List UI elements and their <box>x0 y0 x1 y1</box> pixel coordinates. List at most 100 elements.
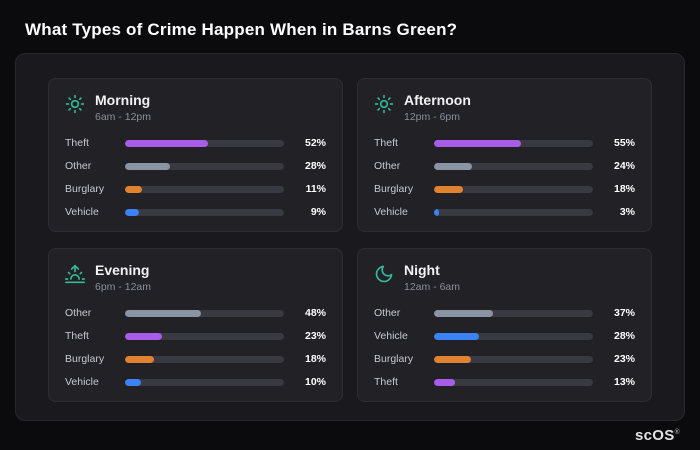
crime-stats: Theft 52% Other 28% Burglary 11% Vehicle <box>65 137 326 218</box>
bar-fill <box>434 332 479 340</box>
crime-stat-row: Vehicle 3% <box>374 206 635 218</box>
bar-fill <box>125 185 143 193</box>
card-morning: Morning 6am - 12pm Theft 52% Other 28% B… <box>48 78 343 232</box>
crime-type-label: Other <box>374 307 401 319</box>
crime-percent: 3% <box>619 206 635 218</box>
bar-fill <box>434 355 471 363</box>
bar-track <box>125 139 284 147</box>
bar-track <box>125 185 284 193</box>
crime-percent: 28% <box>613 330 635 342</box>
crime-percent: 24% <box>613 160 635 172</box>
crime-stat-row: Burglary 18% <box>65 353 326 365</box>
bar-fill <box>125 208 140 216</box>
card-night: Night 12am - 6am Other 37% Vehicle 28% B… <box>357 248 652 402</box>
bar-track <box>434 309 593 317</box>
bar-track <box>125 332 284 340</box>
crime-stat-row: Other 48% <box>65 307 326 319</box>
bar-fill <box>434 378 455 386</box>
crime-stat-row: Other 28% <box>65 160 326 172</box>
bar-track <box>125 309 284 317</box>
crime-type-label: Burglary <box>374 353 414 365</box>
crime-type-label: Theft <box>374 376 398 388</box>
card-header: Night 12am - 6am <box>374 262 635 293</box>
crime-percent: 11% <box>305 183 326 195</box>
crime-stat-row: Other 24% <box>374 160 635 172</box>
crime-percent: 10% <box>304 376 326 388</box>
crime-stat-row: Burglary 18% <box>374 183 635 195</box>
crime-stats: Theft 55% Other 24% Burglary 18% Vehicle <box>374 137 635 218</box>
crime-type-label: Other <box>374 160 401 172</box>
bar-track <box>125 162 284 170</box>
crime-percent: 18% <box>613 183 635 195</box>
bar-fill <box>125 355 154 363</box>
crime-percent: 18% <box>304 353 326 365</box>
card-header: Afternoon 12pm - 6pm <box>374 92 635 123</box>
sun-icon <box>65 94 85 114</box>
crime-type-label: Vehicle <box>374 206 408 218</box>
crime-percent: 37% <box>613 307 635 319</box>
crime-percent: 28% <box>304 160 326 172</box>
bar-track <box>125 378 284 386</box>
card-time-range: 12pm - 6pm <box>404 111 461 123</box>
bar-fill <box>434 208 439 216</box>
dashboard-panel: Morning 6am - 12pm Theft 52% Other 28% B… <box>15 53 685 421</box>
brand-name: scOS <box>634 427 675 444</box>
crime-type-label: Vehicle <box>65 376 99 388</box>
crime-type-label: Theft <box>374 137 398 149</box>
bar-track <box>434 162 593 170</box>
card-heading: Afternoon 12pm - 6pm <box>404 92 471 123</box>
moon-icon <box>374 264 394 284</box>
bar-fill <box>125 139 208 147</box>
crime-stats: Other 37% Vehicle 28% Burglary 23% Theft <box>374 307 635 388</box>
crime-type-label: Theft <box>65 137 89 149</box>
registered-trademark-mark: ® <box>674 429 680 436</box>
bar-track <box>434 139 593 147</box>
bar-track <box>434 332 593 340</box>
card-heading: Night 12am - 6am <box>404 262 460 293</box>
crime-percent: 48% <box>304 307 326 319</box>
bar-fill <box>125 162 170 170</box>
crime-percent: 13% <box>613 376 635 388</box>
crime-stat-row: Theft 52% <box>65 137 326 149</box>
crime-stat-row: Vehicle 28% <box>374 330 635 342</box>
card-heading: Evening 6pm - 12am <box>95 262 151 293</box>
crime-stat-row: Vehicle 10% <box>65 376 326 388</box>
crime-stat-row: Burglary 11% <box>65 183 326 195</box>
bar-track <box>434 208 593 216</box>
bar-fill <box>434 309 493 317</box>
bar-track <box>125 208 284 216</box>
bar-fill <box>125 378 141 386</box>
crime-type-label: Other <box>65 160 92 172</box>
bar-track <box>125 355 284 363</box>
page: What Types of Crime Happen When in Barns… <box>15 20 685 444</box>
bar-fill <box>434 162 473 170</box>
card-time-range: 6am - 12pm <box>95 111 152 123</box>
crime-percent: 52% <box>304 137 326 149</box>
bar-fill <box>125 332 162 340</box>
crime-type-label: Vehicle <box>374 330 408 342</box>
crime-percent: 9% <box>310 206 326 218</box>
crime-stat-row: Other 37% <box>374 307 635 319</box>
card-header: Evening 6pm - 12am <box>65 262 326 293</box>
bar-fill <box>125 309 202 317</box>
card-title: Night <box>404 262 440 278</box>
brand-logo: scOS® <box>635 427 680 444</box>
crime-type-label: Other <box>65 307 92 319</box>
bar-track <box>434 378 593 386</box>
card-title: Afternoon <box>404 92 471 108</box>
crime-stat-row: Theft 55% <box>374 137 635 149</box>
card-header: Morning 6am - 12pm <box>65 92 326 123</box>
card-evening: Evening 6pm - 12am Other 48% Theft 23% B… <box>48 248 343 402</box>
crime-type-label: Burglary <box>65 353 105 365</box>
bar-track <box>434 355 593 363</box>
sun-icon <box>374 94 394 114</box>
crime-stats: Other 48% Theft 23% Burglary 18% Vehicle <box>65 307 326 388</box>
sunset-icon <box>65 264 85 284</box>
crime-stat-row: Theft 13% <box>374 376 635 388</box>
card-time-range: 12am - 6am <box>404 281 461 293</box>
card-title: Evening <box>95 262 150 278</box>
crime-stat-row: Vehicle 9% <box>65 206 326 218</box>
crime-percent: 23% <box>304 330 326 342</box>
bar-fill <box>434 139 522 147</box>
card-time-range: 6pm - 12am <box>95 281 152 293</box>
